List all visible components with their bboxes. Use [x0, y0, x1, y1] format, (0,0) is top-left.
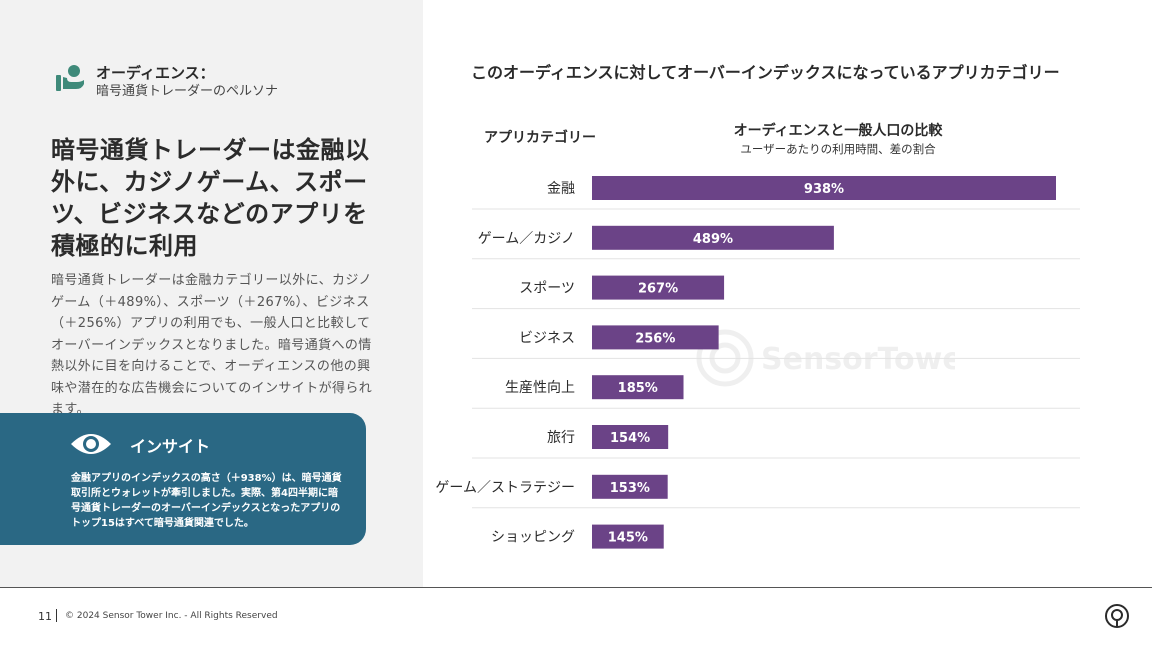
bar-value-label: 185% [618, 381, 658, 396]
value-header: オーディエンスと一般人口の比較 [734, 122, 944, 139]
insight-text: 金融アプリのインデックスの高さ（＋938%）は、暗号通貨取引所とウォレットが牽引… [71, 473, 342, 529]
category-label: 生産性向上 [505, 380, 575, 396]
value-subheader: ユーザーあたりの利用時間、差の割合 [740, 142, 936, 156]
bar-value-label: 256% [635, 331, 675, 346]
insight-title: インサイト [130, 437, 211, 456]
category-label: ビジネス [519, 330, 575, 346]
bar [592, 225, 834, 250]
category-header: アプリカテゴリー [484, 129, 596, 146]
eye-icon [71, 434, 111, 454]
bar [592, 325, 719, 350]
bar-value-label: 154% [610, 431, 650, 446]
category-label: 金融 [547, 181, 575, 197]
bar-value-label: 489% [693, 232, 733, 247]
category-label: スポーツ [519, 281, 575, 297]
category-label: 旅行 [547, 430, 575, 446]
persona-subtitle: 暗号通貨トレーダーのペルソナ [96, 84, 279, 99]
headline: 暗号通貨トレーダーは金融以外に、カジノゲーム、スポーツ、ビジネスなどのアプリを積… [51, 136, 370, 260]
copyright: © 2024 Sensor Tower Inc. - All Rights Re… [65, 611, 278, 621]
footer-separator [56, 609, 57, 622]
category-label: ショッピング [491, 530, 575, 546]
persona-header: オーディエンス： 暗号通貨トレーダーのペルソナ [54, 63, 278, 101]
page-number: 11 [38, 610, 52, 623]
bar [592, 425, 669, 449]
bar-value-label: 153% [610, 481, 650, 496]
bars-group: 金融 938% ゲーム／カジノ 489% スポーツ 267% ビジネス 256% 生産性向上 18… [435, 176, 1080, 549]
bar-value-label: 145% [608, 531, 648, 546]
bar [592, 474, 668, 499]
bar [592, 524, 664, 549]
bar-value-label: 938% [804, 182, 844, 197]
chart-title: このオーディエンスに対してオーバーインデックスになっているアプリカテゴリー [471, 63, 1060, 82]
persona-icon [56, 65, 84, 91]
category-label: ゲーム／ストラテジー [435, 480, 575, 496]
bar [592, 176, 1056, 200]
sensortower-logo-icon [1105, 604, 1129, 628]
bar [592, 375, 684, 400]
category-label: ゲーム／カジノ [478, 231, 575, 247]
bar [592, 275, 725, 300]
body-text: 暗号通貨トレーダーは金融カテゴリー以外に、カジノゲーム（＋489%）、スポーツ（… [51, 273, 373, 417]
footer-divider [0, 587, 1152, 588]
bar-chart: アプリカテゴリー オーディエンスと一般人口の比較 ユーザーあたりの利用時間、差の… [435, 122, 1080, 549]
bar-value-label: 267% [638, 282, 678, 297]
insight-box: インサイト 金融アプリのインデックスの高さ（＋938%）は、暗号通貨取引所とウォ… [0, 413, 366, 545]
persona-title: オーディエンス： [96, 64, 215, 82]
